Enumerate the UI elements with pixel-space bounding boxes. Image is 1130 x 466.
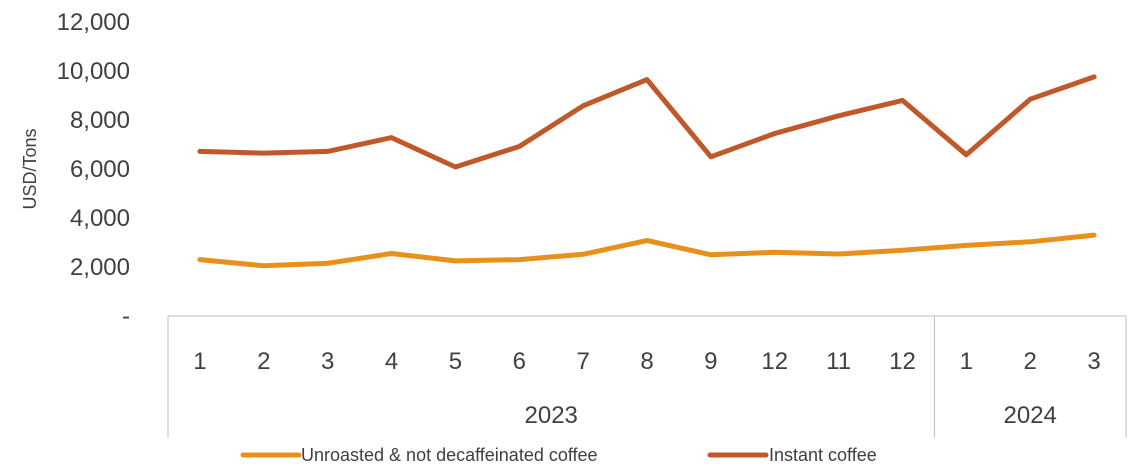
x-tick-label: 9 — [704, 348, 717, 375]
legend-label: Unroasted & not decaffeinated coffee — [301, 445, 598, 465]
x-tick-label: 7 — [576, 348, 589, 375]
x-tick-label: 5 — [449, 348, 462, 375]
series-line-0 — [197, 232, 1097, 269]
x-tick-label: 1 — [960, 348, 973, 375]
y-tick-label: 4,000 — [70, 205, 130, 232]
y-tick-label: 2,000 — [70, 254, 130, 281]
y-tick-label: 10,000 — [57, 58, 130, 85]
x-tick-label: 2 — [1024, 348, 1037, 375]
x-tick-label: 11 — [826, 348, 851, 375]
y-tick-label: 12,000 — [57, 9, 130, 36]
y-axis: - 2,000 4,000 6,000 8,000 10,000 12,000 USD/Ton… — [20, 9, 130, 330]
x-tick-label: 12 — [889, 348, 916, 375]
y-axis-title: USD/Tons — [20, 128, 40, 209]
y-tick-label: - — [122, 303, 130, 330]
x-group-label: 2023 — [525, 402, 578, 429]
x-tick-label: 2 — [257, 348, 270, 375]
x-tick-label: 12 — [761, 348, 788, 375]
x-group-label: 2024 — [1004, 402, 1057, 429]
x-tick-label: 3 — [1087, 348, 1100, 375]
series-group — [197, 74, 1097, 269]
legend: Unroasted & not decaffeinated coffee Inst… — [240, 445, 877, 465]
series-line-1 — [197, 74, 1097, 170]
x-tick-label: 6 — [513, 348, 526, 375]
x-tick-label: 8 — [640, 348, 653, 375]
y-tick-label: 8,000 — [70, 107, 130, 134]
y-tick-label: 6,000 — [70, 156, 130, 183]
x-tick-label: 4 — [385, 348, 398, 375]
legend-label: Instant coffee — [769, 445, 877, 465]
x-tick-label: 3 — [321, 348, 334, 375]
x-tick-label: 1 — [193, 348, 206, 375]
